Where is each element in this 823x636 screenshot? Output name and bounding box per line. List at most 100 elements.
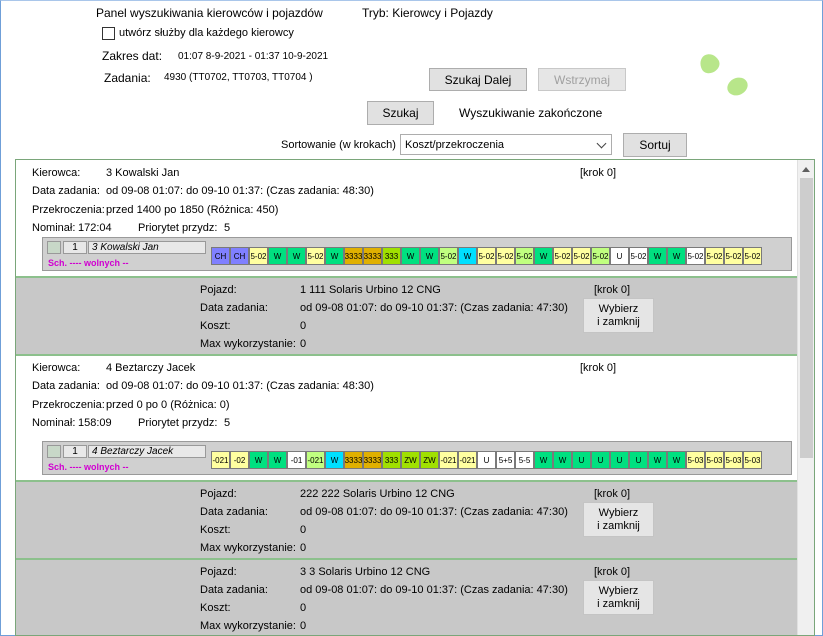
timeline-cell[interactable]: 5-02: [591, 247, 610, 265]
timeline-cell[interactable]: -021: [306, 451, 325, 469]
timeline-cell[interactable]: 5-02: [629, 247, 648, 265]
timeline-cell[interactable]: 5-02: [743, 247, 762, 265]
timeline-cell[interactable]: -021: [458, 451, 477, 469]
nominal-label: Nominał:: [32, 417, 76, 429]
task-date-value: od 09-08 01:07: do 09-10 01:37: (Czas za…: [300, 302, 568, 314]
timeline-cell[interactable]: W: [401, 247, 420, 265]
timeline-cell[interactable]: 3333: [344, 247, 363, 265]
driver-card[interactable]: Kierowca: 4 Beztarczy Jacek [krok 0] Dat…: [16, 356, 798, 482]
timeline-cell[interactable]: W: [534, 247, 553, 265]
timeline-cell[interactable]: U: [477, 451, 496, 469]
timeline-cell[interactable]: -01: [287, 451, 306, 469]
timeline-cell[interactable]: W: [325, 451, 344, 469]
search-next-button[interactable]: Szukaj Dalej: [429, 68, 527, 91]
timeline-cell[interactable]: 5-02: [306, 247, 325, 265]
timeline-cell[interactable]: 5-02: [515, 247, 534, 265]
timeline-cell[interactable]: W: [287, 247, 306, 265]
priority-label: Priorytet przydz:: [138, 222, 218, 234]
timeline-cell[interactable]: 5+5: [496, 451, 515, 469]
timeline-toggle[interactable]: [47, 241, 61, 254]
select-and-close-button[interactable]: Wybierz i zamknij: [583, 502, 654, 537]
timeline-cell[interactable]: W: [420, 247, 439, 265]
timeline-cell[interactable]: 5-02: [705, 247, 724, 265]
select-and-close-line1: Wybierz: [598, 506, 639, 519]
cost-value: 0: [300, 524, 307, 536]
timeline-cell[interactable]: 333: [382, 451, 401, 469]
tasks-label: Zadania:: [104, 71, 151, 85]
timeline-cell[interactable]: ZW: [420, 451, 439, 469]
timeline-cell[interactable]: W: [648, 451, 667, 469]
timeline-cell[interactable]: 333: [382, 247, 401, 265]
exceed-label: Przekroczenia:: [32, 399, 105, 411]
timeline-cell[interactable]: 3333: [363, 247, 382, 265]
vehicle-card[interactable]: Pojazd: 222 222 Solaris Urbino 12 CNG [k…: [16, 482, 798, 560]
timeline-cell[interactable]: 5-02: [439, 247, 458, 265]
task-date-value: od 09-08 01:07: do 09-10 01:37: (Czas za…: [300, 584, 568, 596]
create-duties-checkbox[interactable]: [102, 27, 115, 40]
sort-button[interactable]: Sortuj: [623, 133, 687, 157]
timeline-cell[interactable]: W: [249, 451, 268, 469]
schedule-timeline[interactable]: 1 3 Kowalski Jan Sch. ---- wolnych -- CH…: [42, 237, 792, 271]
results-list[interactable]: Kierowca: 3 Kowalski Jan [krok 0] Data z…: [15, 159, 815, 636]
cost-label: Koszt:: [200, 602, 231, 614]
timeline-cell[interactable]: U: [572, 451, 591, 469]
vehicle-value: 1 111 Solaris Urbino 12 CNG: [300, 284, 441, 296]
timeline-cell[interactable]: 5-03: [705, 451, 724, 469]
timeline-schedule-info: Sch. ---- wolnych --: [48, 462, 129, 472]
timeline-cell[interactable]: 5-02: [477, 247, 496, 265]
timeline-cell[interactable]: W: [325, 247, 344, 265]
timeline-cell[interactable]: 5-03: [724, 451, 743, 469]
timeline-cells[interactable]: CH CH 5-02 W W 5-02 W 3333 3333 333 W W 5-02 W 5-02 5-0…: [211, 247, 783, 265]
timeline-cell[interactable]: W: [648, 247, 667, 265]
timeline-cell[interactable]: W: [667, 451, 686, 469]
timeline-cell[interactable]: W: [268, 451, 287, 469]
timeline-cell[interactable]: 5-03: [686, 451, 705, 469]
timeline-cell[interactable]: W: [553, 451, 572, 469]
driver-card[interactable]: Kierowca: 3 Kowalski Jan [krok 0] Data z…: [16, 160, 798, 278]
step-badge: [krok 0]: [594, 284, 631, 296]
timeline-cell[interactable]: CH: [230, 247, 249, 265]
timeline-cell[interactable]: U: [610, 451, 629, 469]
timeline-cell[interactable]: W: [458, 247, 477, 265]
timeline-cell[interactable]: 5-02: [249, 247, 268, 265]
timeline-cell[interactable]: W: [667, 247, 686, 265]
select-and-close-button[interactable]: Wybierz i zamknij: [583, 298, 654, 333]
task-date-value: od 09-08 01:07: do 09-10 01:37: (Czas za…: [300, 506, 568, 518]
timeline-cell[interactable]: U: [591, 451, 610, 469]
timeline-cell[interactable]: 5-02: [572, 247, 591, 265]
timeline-cell[interactable]: W: [534, 451, 553, 469]
timeline-cell[interactable]: 5-5: [515, 451, 534, 469]
vehicle-card[interactable]: Pojazd: 3 3 Solaris Urbino 12 CNG [krok …: [16, 560, 798, 635]
timeline-toggle[interactable]: [47, 445, 61, 458]
timeline-cell[interactable]: 3333: [344, 451, 363, 469]
timeline-cell[interactable]: 5-02: [553, 247, 572, 265]
scrollbar-thumb[interactable]: [800, 178, 813, 458]
timeline-cell[interactable]: ZW: [401, 451, 420, 469]
schedule-timeline[interactable]: 1 4 Beztarczy Jacek Sch. ---- wolnych --…: [42, 441, 792, 475]
date-range-value: 01:07 8-9-2021 - 01:37 10-9-2021: [178, 51, 329, 62]
timeline-cell[interactable]: 5-02: [496, 247, 515, 265]
stop-button[interactable]: Wstrzymaj: [538, 68, 626, 91]
timeline-cell[interactable]: -021: [439, 451, 458, 469]
vertical-scrollbar[interactable]: [797, 160, 814, 635]
timeline-cell[interactable]: 5-03: [743, 451, 762, 469]
search-button[interactable]: Szukaj: [367, 101, 434, 125]
timeline-cells[interactable]: -021 -02 W W -01 -021 W 3333 3333 333 ZW ZW -021 -021…: [211, 451, 783, 469]
select-and-close-button[interactable]: Wybierz i zamknij: [583, 580, 654, 615]
sort-select[interactable]: Koszt/przekroczenia: [400, 134, 612, 155]
timeline-cell[interactable]: 3333: [363, 451, 382, 469]
timeline-cell[interactable]: -02: [230, 451, 249, 469]
timeline-cell[interactable]: 5-02: [686, 247, 705, 265]
timeline-cell[interactable]: -021: [211, 451, 230, 469]
scroll-up-icon[interactable]: [802, 167, 810, 172]
timeline-cell[interactable]: 5-02: [724, 247, 743, 265]
timeline-cell[interactable]: W: [268, 247, 287, 265]
vehicle-card[interactable]: Pojazd: 1 111 Solaris Urbino 12 CNG [kro…: [16, 278, 798, 356]
status-text: Wyszukiwanie zakończone: [459, 106, 603, 120]
priority-value: 5: [224, 417, 231, 429]
timeline-cell[interactable]: U: [610, 247, 629, 265]
driver-name: 4 Beztarczy Jacek: [106, 362, 196, 374]
timeline-cell[interactable]: U: [629, 451, 648, 469]
timeline-cell[interactable]: CH: [211, 247, 230, 265]
nominal-value: 172:04: [78, 222, 112, 234]
